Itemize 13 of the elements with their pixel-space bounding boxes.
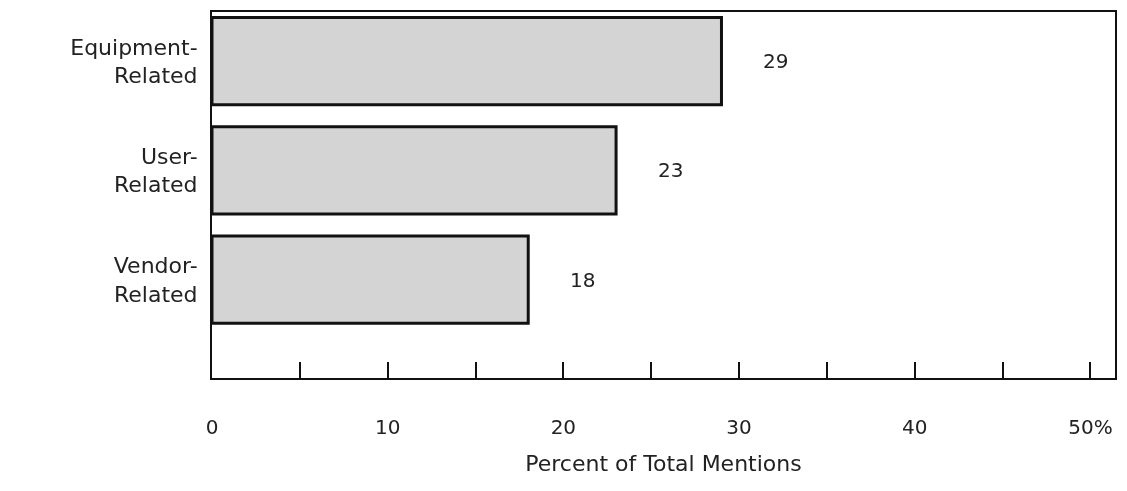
x-tick-label: 0 — [205, 415, 219, 439]
y-tick-label: Equipment- Related — [70, 34, 198, 89]
y-tick-label: Vendor- Related — [113, 253, 198, 307]
x-tick-label: 30 — [726, 415, 752, 439]
x-tick-label: 50% — [1068, 415, 1113, 439]
y-tick-label: User- Related — [114, 143, 198, 198]
data-label: 23 — [658, 158, 684, 182]
x-tick-label: 10 — [374, 415, 401, 439]
data-label: 29 — [763, 49, 789, 73]
x-tick-label: 20 — [550, 415, 577, 439]
x-axis-title: Percent of Total Mentions — [525, 451, 802, 477]
data-label: 18 — [570, 268, 596, 292]
x-tick-label: 40 — [901, 415, 928, 439]
